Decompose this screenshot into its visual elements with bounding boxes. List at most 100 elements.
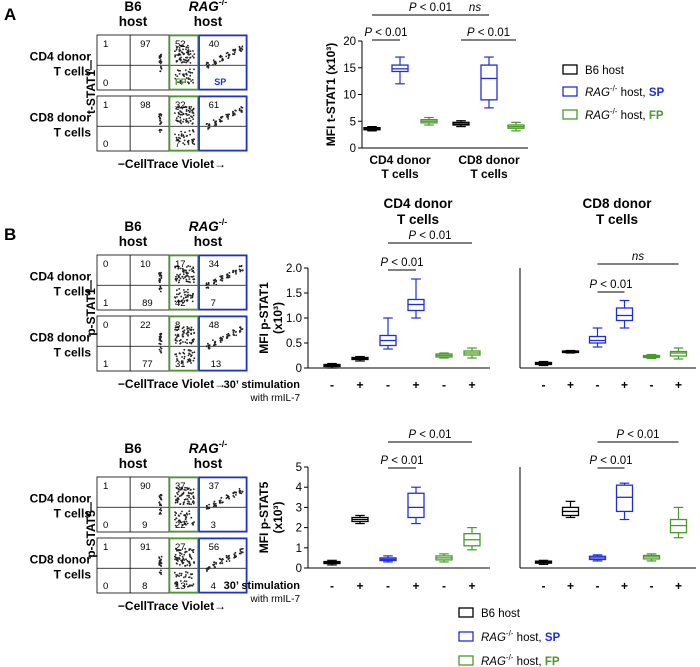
flow-cd4-rag-dot — [176, 265, 178, 268]
flow-cd8-rag-dot — [175, 355, 178, 358]
flow-cd8-rag-dot — [184, 131, 186, 134]
flow-cd8-rag-dot — [239, 548, 242, 551]
flow-cd4-rag-dot — [188, 71, 191, 74]
flow-cd4-rag-dot — [180, 61, 183, 64]
flow-cd4-rag-dot — [228, 271, 231, 274]
flow-cd8-rag-q-lr: 4 — [211, 581, 216, 592]
flow-cd8-rag-dot — [205, 123, 208, 125]
chartB4-box-5 — [669, 506, 688, 539]
chart-a-p2-p: P — [409, 2, 417, 14]
flow-cd8-rag-dot — [212, 339, 214, 341]
flow-cd8-rag-sp-gate — [198, 315, 248, 372]
legend-b-sp-text: RAG-/- host, SP — [481, 629, 560, 644]
flow-cd8-rag-dot — [174, 553, 177, 556]
flow-cd4-rag-dot — [207, 286, 210, 289]
flow-cd8-rag-dot — [193, 338, 195, 341]
flow-cd4-rag-dot — [187, 294, 190, 296]
flow-cd8-rag-dot — [180, 135, 183, 138]
flow-cd8-rag-dot — [178, 575, 180, 577]
legend-b-b6-text: B6 host — [481, 608, 521, 620]
flow-cd8-rag-dot — [219, 561, 222, 564]
flow-cd4-rag-dot — [189, 53, 192, 55]
flow-cd4-rag-dot — [176, 497, 179, 500]
flow-cd4-rag-dot — [189, 62, 192, 64]
flow-cd4-b6-dot — [158, 508, 161, 511]
flow-cd4-b6-dot — [159, 57, 161, 59]
flow-cd8-rag-dot — [241, 111, 243, 113]
legend-a-fp-part-1: -/- — [610, 107, 618, 116]
flow-cd4-rag-dot — [181, 81, 184, 84]
chartB4-box-3 — [615, 482, 634, 521]
flow-cd8-rag-dot — [238, 107, 241, 110]
y-axis-flowA: t-STAT1 — [84, 60, 98, 114]
flow-cd8-b6-dot — [160, 129, 163, 131]
flow-cd8-b6-dot — [160, 573, 163, 576]
flow-cd4-b6-dot — [158, 55, 161, 57]
flow-cd8-rag-dot — [193, 331, 196, 334]
flow-cd8-rag-dot — [226, 337, 228, 340]
flow-cd4-rag-dot — [192, 292, 195, 295]
flow-cd8-b6-dot — [159, 560, 162, 562]
flow-cd4-rag-dot — [181, 510, 183, 513]
flow-cd4-rag-dot — [183, 291, 186, 294]
flow-cd4-rag-dot — [174, 501, 177, 504]
chartB1-bracket-0-p-value: < 0.01 — [388, 257, 424, 269]
flow-cd8-rag-dot — [207, 346, 210, 349]
flow-cd4-b6-q-ur: 10 — [140, 259, 151, 270]
flow-cd4-rag-dot — [175, 48, 178, 51]
flow-cd8-b6-q-ll: 0 — [103, 139, 108, 150]
flow-cd8-b6-dot — [159, 562, 162, 564]
flow-cd4-rag-dot — [174, 514, 177, 517]
flow-cd4-b6-dot — [159, 285, 162, 288]
stim-label-1: 30’ stimulation with rmIL-7 - + - + - + - + - + - + — [224, 378, 682, 404]
flow-cd4-rag-dot — [191, 300, 194, 303]
flow-cd4-rag-dot — [187, 44, 189, 47]
flow-cd4-rag-dot — [234, 270, 237, 273]
stim1-sign-1-0: - — [542, 378, 546, 392]
flow-cd8-rag-q-ul: 8 — [175, 320, 180, 331]
flow-cd4-rag-dot — [178, 57, 181, 60]
header-rag-sup: -/- — [219, 439, 228, 449]
flow-cd8-rag-dot — [185, 110, 188, 112]
flow-cd8-b6-dot — [160, 114, 163, 117]
flow-cd4-rag-dot — [186, 498, 189, 501]
flow-cd8-rag-dot — [233, 554, 236, 556]
flow-cd8-rag-dot — [240, 106, 243, 108]
flow-cd8-rag-dot — [185, 550, 188, 553]
legend-b-fp-swatch — [458, 655, 474, 666]
flow-cd8-rag-dot — [182, 106, 185, 108]
flow-cd8-rag-dot — [188, 106, 191, 108]
flow-cd8-rag-dot — [226, 114, 229, 116]
flow-cd4-rag-dot — [190, 516, 193, 519]
fp-label: FP — [175, 77, 187, 87]
flow-cd4-rag-dot — [181, 275, 184, 278]
flow-cd4-rag-dot — [174, 296, 176, 298]
chartB4-bracket-1-label: P < 0.01 — [616, 429, 659, 441]
flow-cd4-rag-dot — [187, 46, 190, 49]
flow-cd4-rag-dot — [179, 512, 182, 515]
flow-cd8-rag-dot — [192, 551, 195, 554]
flow-cd8-rag-dot — [179, 554, 181, 557]
flow-cd4-b6-dot — [159, 496, 162, 499]
chartB2-box-5-box — [669, 350, 688, 357]
flow-cd8-rag-dot — [191, 111, 194, 114]
chartB2-box-3 — [615, 299, 634, 329]
flow-cd4-rag-dot — [177, 267, 180, 270]
flow-cd4-rag-dot — [233, 51, 236, 54]
flow-cd8-rag-dot — [219, 339, 222, 342]
flow-cd8-rag-dot — [182, 142, 185, 145]
stim1-sign-0-2: - — [386, 378, 390, 392]
flow-cd8-rag-dot — [188, 129, 191, 132]
row-label-cd4-l1: CD4 donor — [30, 492, 92, 506]
flow-cd4-rag-dot — [188, 510, 191, 513]
flow-cd4-rag-dot — [235, 494, 237, 496]
flow-cd8-rag-dot — [207, 342, 209, 345]
flow-cd8-rag-dot — [183, 553, 186, 556]
flow-cd8-rag-dot — [208, 566, 210, 568]
flow-cd8-rag-dot — [185, 580, 188, 583]
chartB4-bracket-0-p: P — [589, 455, 597, 467]
flow-cd8-rag-dot — [175, 585, 178, 587]
